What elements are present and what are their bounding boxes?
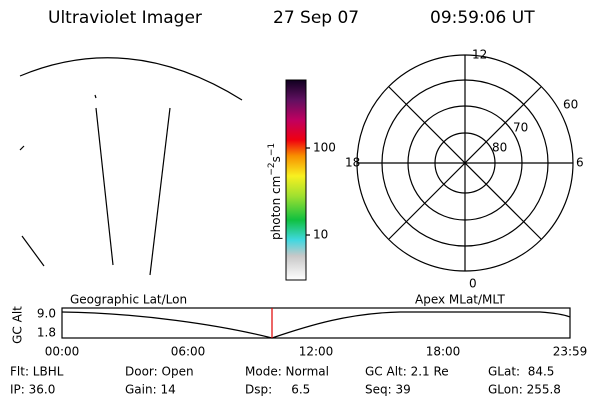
x-label: 23:59 — [553, 345, 588, 359]
line — [149, 107, 171, 276]
line — [19, 145, 25, 151]
mlt-label: 18 — [345, 156, 360, 170]
colorbar — [285, 79, 307, 281]
x-label: 12:00 — [299, 345, 334, 359]
arc — [19, 57, 243, 101]
y-label: 9.0 — [37, 307, 56, 321]
status-field: Flt: LBHL — [10, 365, 64, 379]
status-field: GLat: 84.5 — [488, 365, 554, 379]
status-field: Dsp: 6.5 — [245, 383, 310, 397]
date: 27 Sep 07 — [273, 8, 359, 28]
mlt-label: 6 — [576, 156, 584, 170]
lat-label: 60 — [563, 98, 578, 112]
footer: Flt: LBHL Door: Open Mode: Normal GC Alt: 2… — [10, 365, 561, 397]
mlt-label: 12 — [472, 48, 487, 62]
status-field: GLon: 255.8 — [488, 383, 561, 397]
plot-frame — [61, 307, 571, 339]
status-field: Gain: 14 — [125, 383, 176, 397]
lat-label: 70 — [513, 121, 528, 135]
colorbar-label: photon cm−2s−1 — [267, 143, 283, 240]
image-panel — [19, 57, 243, 276]
title: Ultraviolet Imager — [48, 8, 202, 28]
plot-title: Geographic Lat/Lon — [70, 293, 187, 307]
status-field: IP: 36.0 — [10, 383, 55, 397]
line — [95, 107, 114, 266]
plot-title: Apex MLat/MLT — [415, 293, 505, 307]
polar-grid — [356, 54, 574, 272]
line — [21, 235, 45, 267]
y-axis-label: GC Alt — [11, 306, 25, 344]
status-field: Door: Open — [125, 365, 194, 379]
spoke — [388, 86, 542, 240]
status-field: Mode: Normal — [245, 365, 329, 379]
unit: photon cm — [269, 176, 283, 240]
unit: s — [269, 156, 283, 162]
altitude-curve — [61, 311, 571, 339]
x-label: 00:00 — [45, 345, 80, 359]
y-label: 1.8 — [37, 326, 56, 340]
exponent: −2 — [267, 162, 277, 175]
status-field: Seq: 39 — [365, 383, 411, 397]
exponent: −1 — [267, 143, 277, 156]
time: 09:59:06 UT — [430, 8, 535, 28]
colorbar-tick: 10 — [313, 228, 328, 242]
status-field: GC Alt: 2.1 Re — [365, 365, 449, 379]
mlt-label: 0 — [469, 277, 477, 291]
lat-label: 80 — [492, 141, 507, 155]
colorbar-tick: 100 — [313, 141, 336, 155]
x-label: 06:00 — [171, 345, 206, 359]
x-label: 18:00 — [426, 345, 461, 359]
line — [94, 94, 97, 99]
